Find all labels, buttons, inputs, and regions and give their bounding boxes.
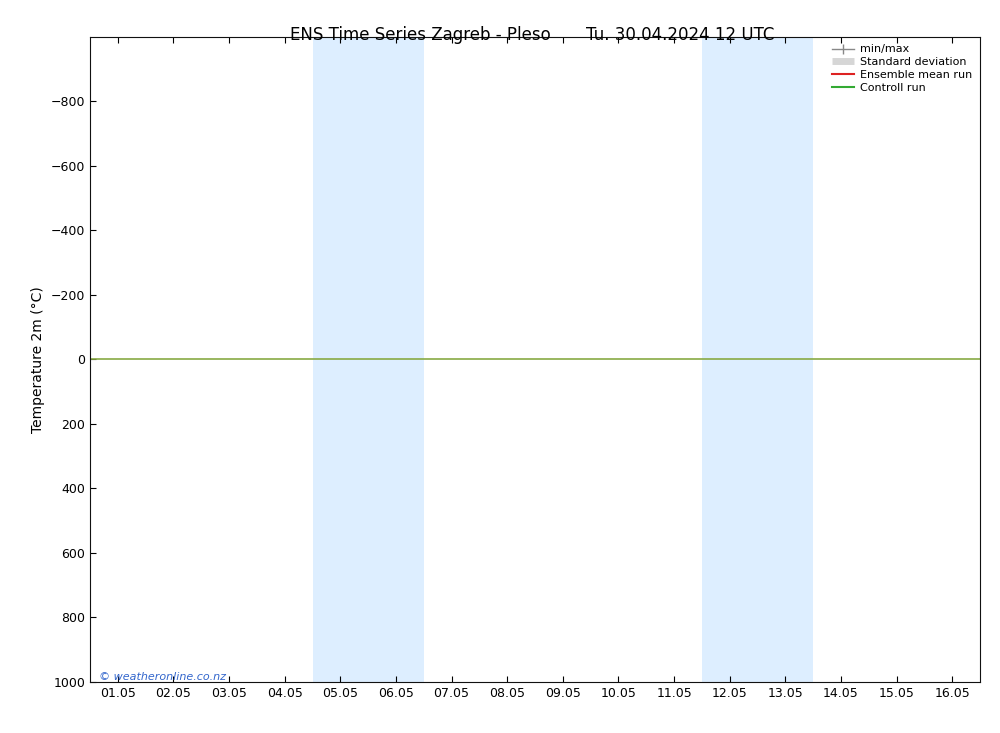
- Bar: [312, 37, 424, 682]
- Y-axis label: Temperature 2m (°C): Temperature 2m (°C): [31, 286, 45, 432]
- Text: © weatheronline.co.nz: © weatheronline.co.nz: [99, 671, 226, 682]
- Text: ENS Time Series Zagreb - Pleso: ENS Time Series Zagreb - Pleso: [290, 26, 550, 44]
- Bar: [702, 37, 813, 682]
- Legend: min/max, Standard deviation, Ensemble mean run, Controll run: min/max, Standard deviation, Ensemble me…: [830, 43, 974, 95]
- Text: Tu. 30.04.2024 12 UTC: Tu. 30.04.2024 12 UTC: [586, 26, 774, 44]
